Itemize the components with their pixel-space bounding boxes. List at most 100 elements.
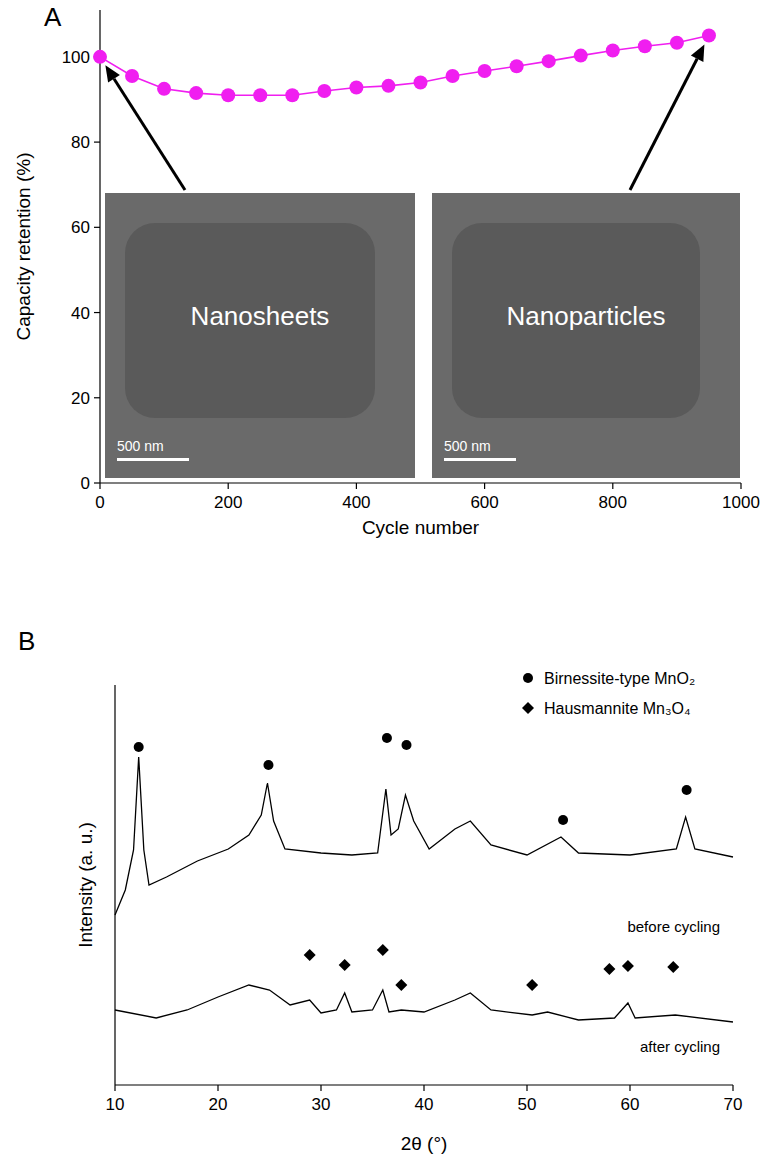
x-tick-label: 1000: [722, 493, 760, 512]
x-tick: [356, 483, 357, 489]
arrow-head: [691, 44, 705, 61]
data-point: [395, 979, 407, 991]
data-point: [414, 75, 428, 89]
x-tick-label: 400: [342, 493, 370, 512]
x-axis-title: Cycle number: [362, 517, 480, 538]
x-tick: [612, 483, 613, 489]
legend-label: Birnessite-type MnO₂: [544, 670, 695, 687]
y-tick-label: 40: [71, 304, 90, 323]
inset-label: Nanoparticles: [507, 301, 666, 331]
data-point: [317, 84, 331, 98]
x-axis-line: [100, 482, 741, 483]
x-tick-label: 10: [106, 1095, 125, 1114]
x-tick-label: 60: [621, 1095, 640, 1114]
data-line: [100, 36, 709, 96]
legend-symbol: [522, 702, 534, 714]
data-point: [526, 979, 538, 991]
x-tick-label: 30: [312, 1095, 331, 1114]
data-point: [189, 86, 203, 100]
data-point: [702, 29, 716, 43]
y-axis-title: Capacity retention (%): [13, 153, 34, 341]
inset-image: Nanoparticles 500 nm: [432, 193, 740, 478]
data-point: [574, 49, 588, 63]
x-tick: [99, 483, 100, 489]
data-point: [542, 54, 556, 68]
y-tick: [94, 141, 100, 142]
x-tick: [423, 1085, 424, 1091]
data-point: [478, 64, 492, 78]
data-point: [381, 79, 395, 93]
scale-bar: [117, 458, 189, 461]
data-point: [638, 39, 652, 53]
y-axis-line: [99, 10, 100, 483]
x-tick-label: 0: [95, 493, 104, 512]
panel-letter: B: [18, 626, 35, 656]
data-point: [285, 88, 299, 102]
x-tick: [320, 1085, 321, 1091]
x-tick: [629, 1085, 630, 1091]
arrow: [630, 59, 697, 190]
panel: ANanosheets500 nmNanoparticles500 nm0200…: [13, 2, 760, 538]
data-area: [115, 733, 733, 1022]
trace-label: after cycling: [640, 1038, 720, 1055]
data-point: [134, 742, 144, 752]
x-tick-label: 20: [209, 1095, 228, 1114]
scale-bar: [444, 458, 516, 461]
data-point: [510, 59, 524, 73]
data-point: [558, 815, 568, 825]
x-tick-label: 70: [724, 1095, 743, 1114]
data-point: [253, 88, 267, 102]
figure: ANanosheets500 nmNanoparticles500 nm0200…: [0, 0, 776, 1165]
y-tick: [94, 227, 100, 228]
legend: Birnessite-type MnO₂ Hausmannite Mn₃O₄: [522, 670, 695, 717]
data-point: [670, 36, 684, 50]
panel-letter: A: [44, 2, 62, 32]
x-tick: [114, 1085, 115, 1091]
x-tick: [217, 1085, 218, 1091]
x-tick: [732, 1085, 733, 1091]
inset-frame: [105, 193, 415, 478]
inset-image: Nanosheets 500 nm: [105, 193, 415, 478]
panel: B102030405060702θ (°)Intensity (a. u.)be…: [18, 626, 742, 1154]
x-axis-title: 2θ (°): [401, 1133, 448, 1154]
x-tick: [484, 483, 485, 489]
y-tick-label: 0: [81, 474, 90, 493]
legend-label: Hausmannite Mn₃O₄: [544, 700, 690, 717]
data-point: [446, 69, 460, 83]
scale-bar-label: 500 nm: [444, 438, 491, 454]
data-line: [115, 757, 733, 915]
arrow: [114, 79, 185, 190]
data-point: [125, 69, 139, 83]
inset-texture: [125, 223, 375, 418]
data-point: [221, 88, 235, 102]
scale-bar-label: 500 nm: [117, 438, 164, 454]
data-point: [382, 733, 392, 743]
x-tick-label: 800: [599, 493, 627, 512]
inset-frame: [432, 193, 740, 478]
arrow-head: [105, 65, 120, 82]
y-tick: [94, 482, 100, 483]
y-axis-title: Intensity (a. u.): [75, 822, 96, 948]
x-tick: [228, 483, 229, 489]
x-tick-label: 50: [518, 1095, 537, 1114]
y-tick: [94, 312, 100, 313]
y-tick-label: 20: [71, 389, 90, 408]
trace-label: before cycling: [627, 918, 720, 935]
data-point: [93, 50, 107, 64]
x-tick-label: 600: [470, 493, 498, 512]
x-tick: [740, 483, 741, 489]
data-area: [93, 29, 716, 103]
data-point: [304, 949, 316, 961]
x-tick-label: 200: [214, 493, 242, 512]
data-point: [339, 959, 351, 971]
y-tick-label: 100: [62, 48, 90, 67]
data-point: [377, 944, 389, 956]
data-point: [667, 961, 679, 973]
x-tick: [526, 1085, 527, 1091]
data-point: [603, 963, 615, 975]
data-point: [401, 740, 411, 750]
data-point: [263, 760, 273, 770]
data-point: [157, 82, 171, 96]
inset-label: Nanosheets: [191, 301, 330, 331]
data-point: [606, 43, 620, 57]
